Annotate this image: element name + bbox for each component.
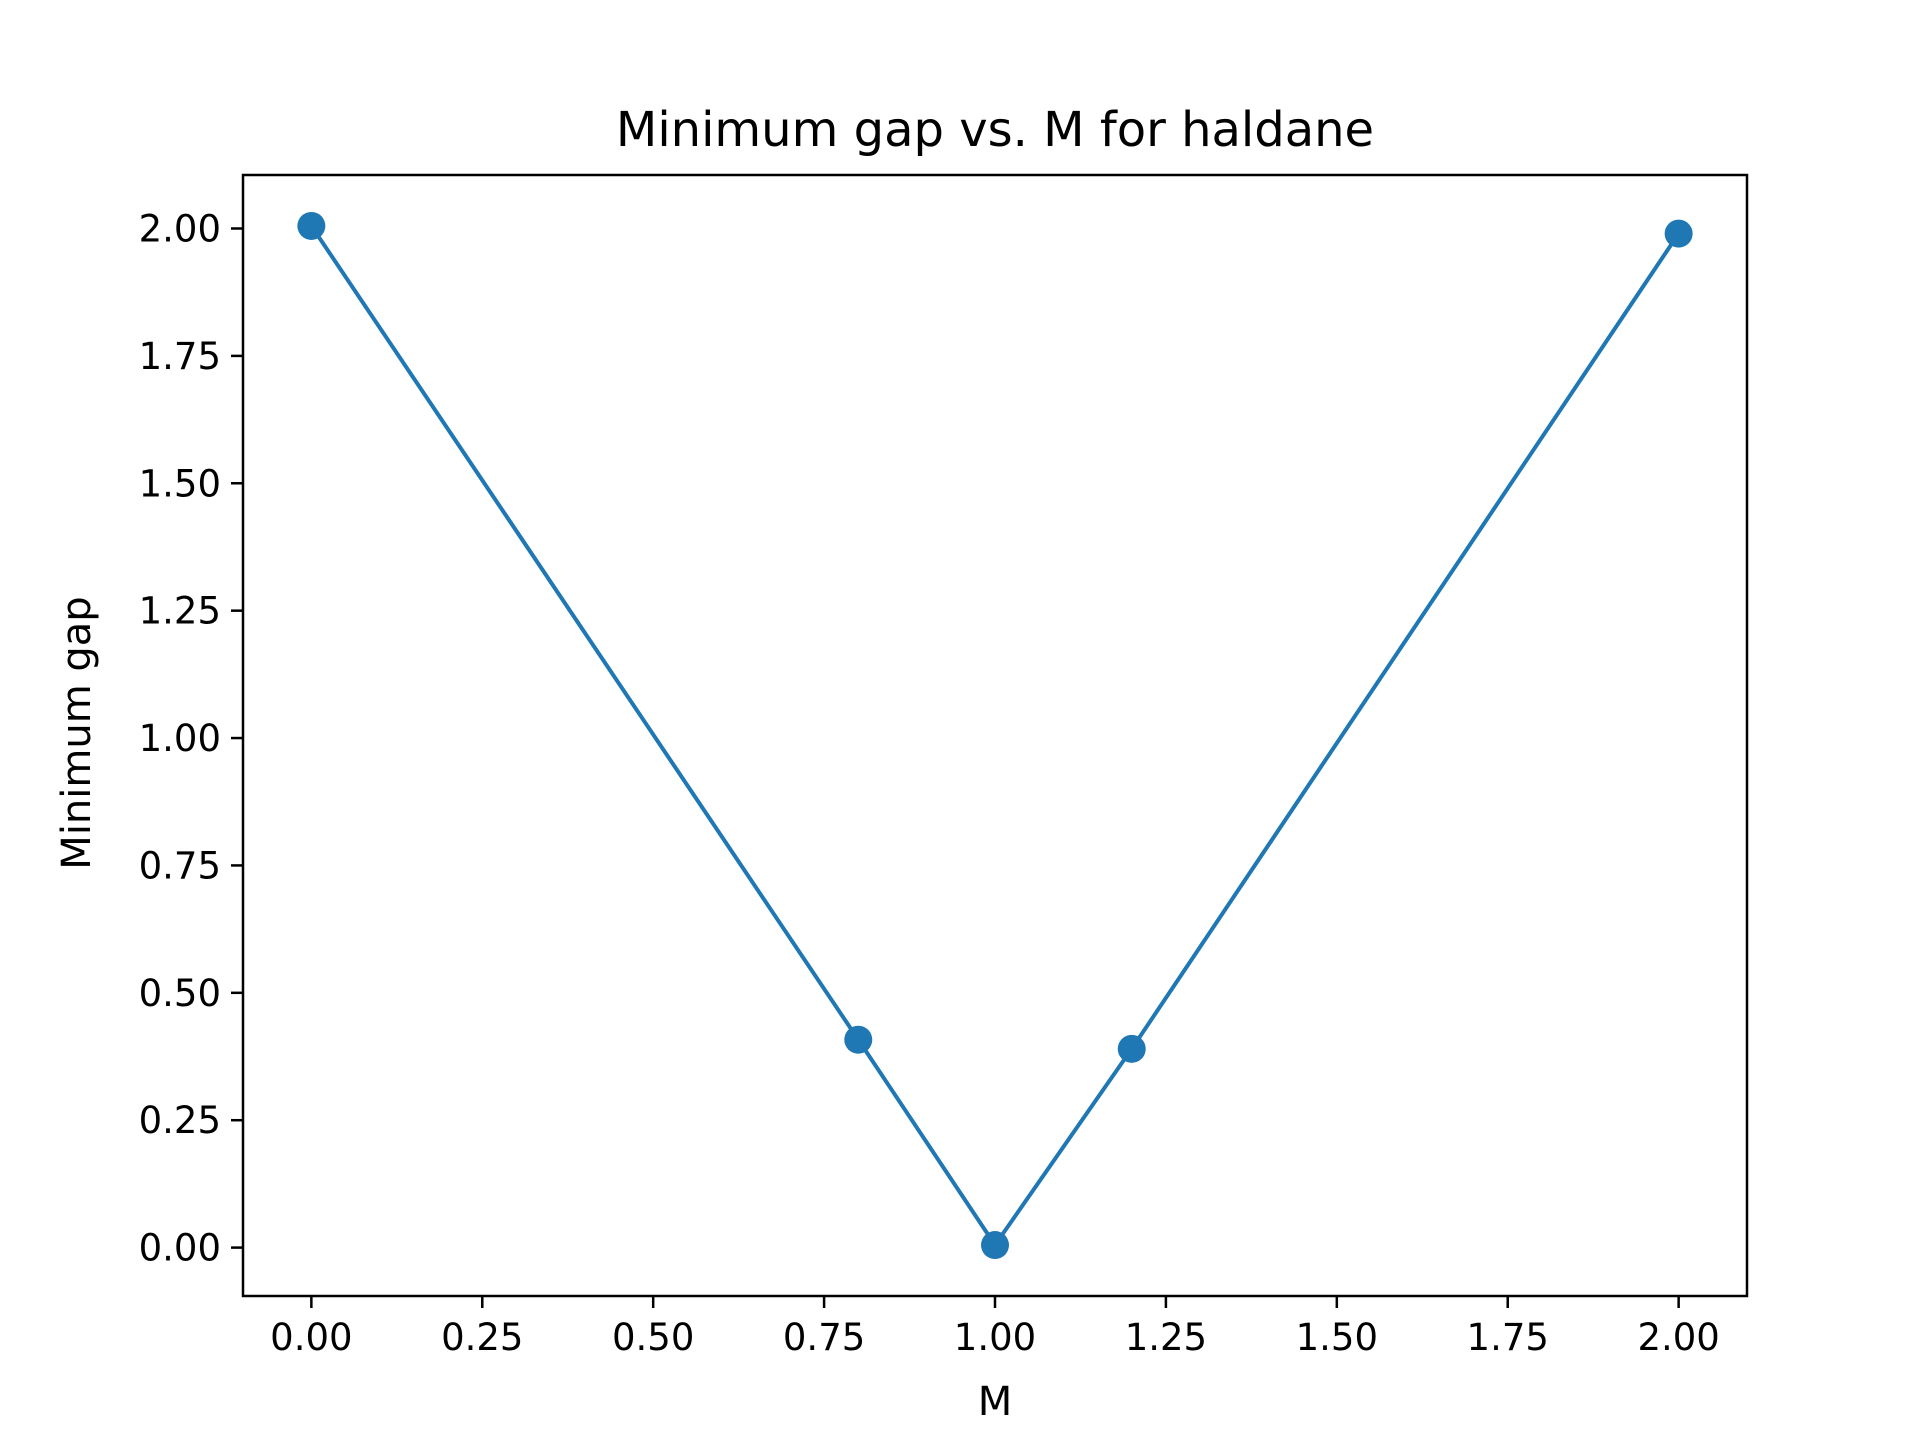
y-tick-label-8: 2.00 [139,208,221,251]
y-axis-label: Minimum gap [54,596,100,869]
data-point-0-2 [981,1231,1009,1260]
x-axis-label: M [978,1379,1013,1425]
y-tick-label-6: 1.50 [139,462,221,505]
x-tick-label-7: 1.75 [1467,1316,1549,1359]
chart-title: Minimum gap vs. M for haldane [616,102,1374,158]
x-tick-label-5: 1.25 [1125,1316,1207,1359]
y-tick-label-4: 1.00 [139,717,221,760]
x-tick-label-6: 1.50 [1296,1316,1378,1359]
y-tick-label-7: 1.75 [139,335,221,378]
x-tick-label-0: 0.00 [270,1316,352,1359]
x-tick-label-4: 1.00 [954,1316,1036,1359]
x-tick-label-2: 0.50 [612,1316,694,1359]
x-tick-label-8: 2.00 [1637,1316,1719,1359]
y-tick-label-0: 0.00 [139,1227,221,1270]
y-tick-label-5: 1.25 [139,590,221,633]
y-tick-label-2: 0.50 [139,972,221,1015]
data-point-0-3 [1117,1034,1146,1063]
data-point-0-0 [297,211,326,240]
y-tick-label-1: 0.25 [139,1099,221,1142]
plot-frame [241,173,1749,1298]
series-line-0 [309,224,1681,1247]
x-tick-label-1: 0.25 [441,1316,523,1359]
plot-area: 0.00 0.25 0.50 0.75 1.00 1.25 1.50 1.75 2.00 0.00… [139,173,1749,1359]
y-tick-label-3: 0.75 [139,844,221,887]
data-point-0-4 [1664,219,1693,248]
data-point-0-1 [844,1025,873,1054]
x-tick-label-3: 0.75 [783,1316,865,1359]
